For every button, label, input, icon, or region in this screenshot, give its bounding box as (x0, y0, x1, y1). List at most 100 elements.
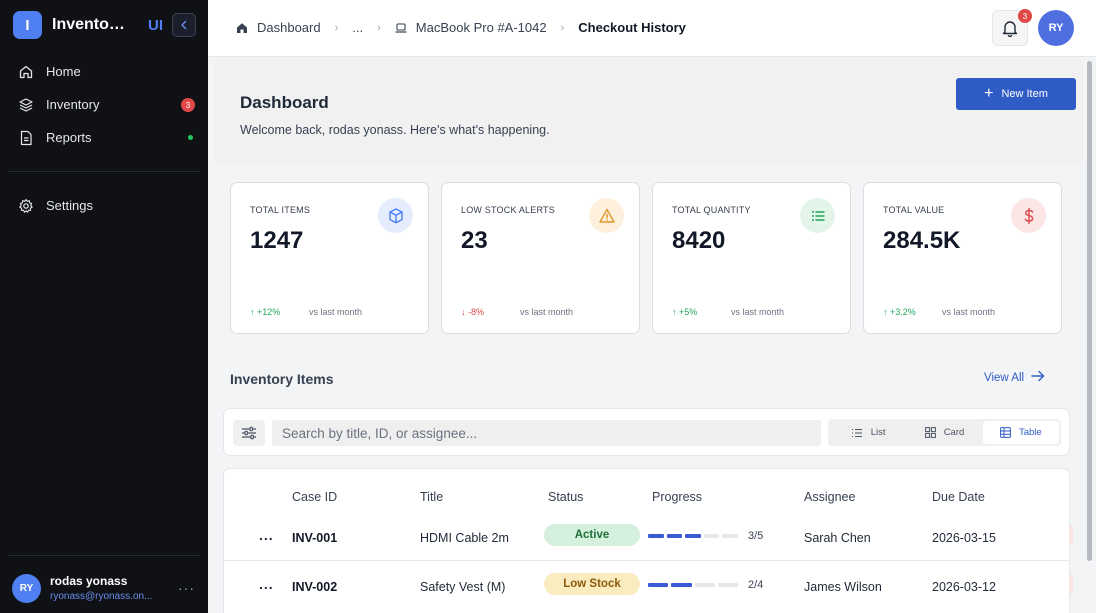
view-label: List (870, 427, 886, 438)
sliders-icon (242, 426, 256, 440)
user-menu-button[interactable]: ··· (178, 580, 195, 596)
row-priority-marker (1069, 574, 1073, 594)
breadcrumb: Dashboard › ... › MacBook Pro #A-1042 › … (236, 20, 686, 35)
table-row[interactable]: ... INV-001 HDMI Cable 2m Active 3/5 Sar… (224, 512, 1073, 560)
progress-text: 3/5 (748, 530, 764, 542)
row-actions-button[interactable]: ... (259, 576, 274, 592)
stat-change: ↑ +12% (250, 307, 281, 317)
brand-ui-label: UI (148, 16, 163, 34)
table-row[interactable]: ... INV-002 Safety Vest (M) Low Stock 2/… (224, 560, 1073, 608)
section-title: Inventory Items (230, 371, 334, 387)
progress-bar (648, 583, 738, 587)
filter-button[interactable] (233, 420, 265, 446)
breadcrumb-separator: › (334, 21, 339, 34)
breadcrumb-separator: › (377, 21, 381, 34)
stat-period: vs last month (942, 307, 996, 317)
progress-segment (685, 534, 701, 538)
stat-card-total-quantity: TOTAL QUANTITY 8420 ↑ +5% vs last month (652, 182, 851, 334)
view-list-button[interactable]: List (830, 421, 906, 444)
view-toggle: List Card Table (828, 419, 1061, 446)
breadcrumb-ellipsis[interactable]: ... (352, 20, 364, 35)
view-all-link[interactable]: View All (984, 370, 1045, 385)
progress-segment (666, 534, 683, 538)
sidebar-item-inventory[interactable]: Inventory 3 (8, 88, 200, 121)
breadcrumb-device[interactable]: MacBook Pro #A-1042 (395, 20, 547, 35)
page-subtitle: Welcome back, rodas yonass. Here's what'… (240, 123, 550, 137)
view-table-button[interactable]: Table (982, 421, 1059, 444)
arrow-right-icon (1031, 370, 1045, 385)
progress-segment (703, 534, 720, 538)
warning-icon (589, 198, 624, 233)
due-date: 2026-03-12 (932, 580, 996, 594)
column-header[interactable]: Case ID (292, 490, 338, 504)
stat-label: TOTAL QUANTITY (672, 205, 751, 215)
new-item-button[interactable]: + New Item (956, 78, 1076, 110)
stat-period: vs last month (520, 307, 574, 317)
sidebar-item-label: Inventory (46, 97, 100, 112)
layers-icon (17, 96, 35, 114)
dollar-icon (1011, 198, 1046, 233)
brand-logo: I (13, 11, 42, 39)
box-icon (378, 198, 413, 233)
stat-value: 1247 (250, 227, 304, 254)
column-header[interactable]: Status (548, 490, 584, 504)
sidebar-item-home[interactable]: Home (8, 55, 200, 88)
progress-segment (648, 534, 664, 538)
plus-icon: + (984, 85, 994, 102)
progress-segment (648, 583, 669, 587)
breadcrumb-current: Checkout History (578, 20, 686, 35)
sidebar-settings: Settings (8, 189, 200, 222)
avatar[interactable]: RY (1038, 10, 1074, 46)
column-header[interactable]: Title (420, 490, 444, 504)
progress-bar (648, 534, 738, 538)
scrollbar-thumb[interactable] (1087, 61, 1092, 561)
view-card-button[interactable]: Card (906, 421, 982, 444)
inventory-count-badge: 3 (181, 98, 195, 112)
item-title: Safety Vest (M) (420, 580, 506, 594)
row-actions-button[interactable]: ... (259, 527, 274, 543)
laptop-icon (395, 22, 407, 34)
grid-icon (924, 427, 936, 438)
column-header[interactable]: Progress (652, 490, 703, 504)
stat-card-total-value: TOTAL VALUE 284.5K ↑ +3.2% vs last month (863, 182, 1062, 334)
user-profile[interactable]: RY rodas yonass ryonass@ryonass.on... ··… (12, 571, 196, 605)
brand-name: Inventory Management (52, 16, 130, 33)
breadcrumb-dashboard[interactable]: Dashboard (236, 20, 321, 35)
breadcrumb-label: Dashboard (257, 20, 321, 35)
breadcrumb-separator: › (560, 21, 565, 34)
main-scrollbar[interactable] (1084, 57, 1096, 613)
stat-label: TOTAL VALUE (883, 205, 945, 215)
sidebar-nav: Home Inventory 3 Reports (8, 55, 200, 154)
user-info: rodas yonass ryonass@ryonass.on... (50, 574, 160, 602)
stat-change: ↓ -8% (461, 307, 485, 317)
link-label: View All (984, 371, 1025, 384)
sidebar-item-label: Settings (46, 198, 93, 213)
sidebar-item-reports[interactable]: Reports (8, 121, 200, 154)
page-header: Dashboard Welcome back, rodas yonass. He… (214, 59, 1084, 163)
stat-label: LOW STOCK ALERTS (461, 205, 555, 215)
collapse-sidebar-button[interactable] (172, 13, 196, 37)
avatar: RY (12, 573, 41, 603)
main-content: Dashboard Welcome back, rodas yonass. He… (208, 57, 1084, 613)
view-label: Card (943, 427, 965, 438)
sidebar-item-settings[interactable]: Settings (8, 189, 200, 222)
notifications-button[interactable]: 3 (992, 9, 1032, 46)
page-title: Dashboard (240, 93, 329, 112)
user-name: rodas yonass (50, 574, 128, 588)
column-header[interactable]: Due Date (932, 490, 985, 504)
stat-value: 8420 (672, 227, 726, 254)
bell-icon (1002, 21, 1018, 38)
sidebar: I Inventory Management UI Home Inventory… (0, 0, 208, 613)
stat-change: ↑ +5% (672, 307, 698, 317)
stat-change: ↑ +3.2% (883, 307, 916, 317)
assignee: James Wilson (804, 580, 882, 594)
column-header[interactable]: Assignee (804, 490, 856, 504)
user-email: ryonass@ryonass.on... (50, 591, 153, 602)
gear-icon (17, 197, 35, 215)
search-input[interactable] (272, 420, 821, 446)
progress-segment (694, 583, 715, 587)
stat-value: 284.5K (883, 227, 961, 254)
item-title: HDMI Cable 2m (420, 531, 509, 545)
brand: I Inventory Management UI (13, 11, 197, 39)
stat-value: 23 (461, 227, 488, 254)
